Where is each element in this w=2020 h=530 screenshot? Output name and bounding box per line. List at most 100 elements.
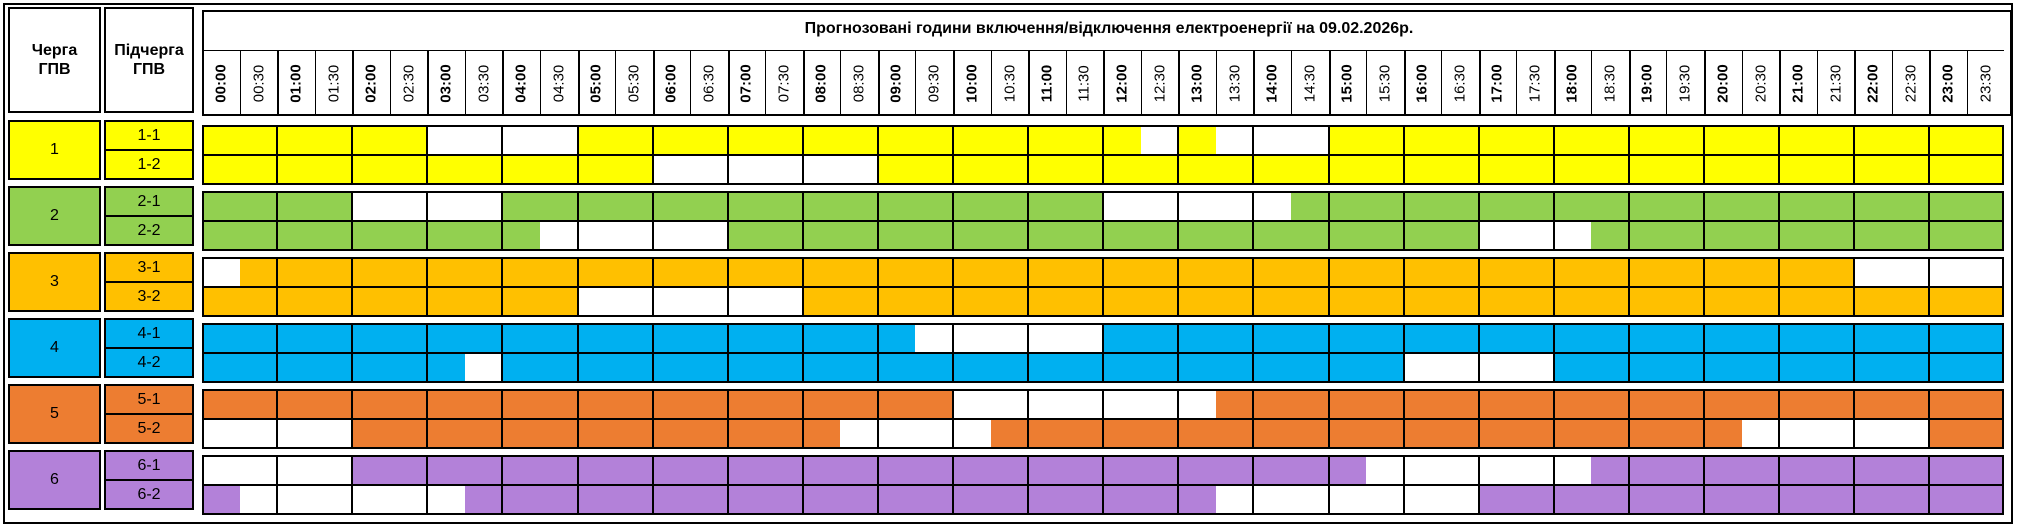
slot-cell — [953, 485, 991, 514]
time-label-0500: 05:00 — [587, 63, 605, 103]
time-label-0900: 09:00 — [888, 63, 906, 103]
slot-cell — [802, 324, 841, 353]
slot-cell — [802, 419, 841, 448]
slot-cell — [1215, 258, 1254, 287]
slot-cell — [840, 485, 878, 514]
slot-cell — [502, 456, 540, 485]
slot-cell — [1516, 456, 1554, 485]
header-col-line — [427, 50, 430, 116]
slot-cell — [1553, 485, 1592, 514]
slot-cell — [1366, 287, 1404, 316]
header-col-line — [1741, 50, 1743, 116]
slot-cell — [1816, 192, 1855, 221]
slot-cell — [615, 390, 653, 419]
slot-cell — [1741, 324, 1780, 353]
slot-cell — [990, 126, 1029, 155]
slot-cell — [1704, 287, 1742, 316]
slot-cell — [1854, 485, 1892, 514]
slot-cell — [915, 221, 953, 250]
header-col-line — [1478, 50, 1481, 116]
slot-cell — [1966, 353, 2005, 382]
slot-cell — [1366, 258, 1404, 287]
slot-cell — [1328, 353, 1367, 382]
slot-cell — [1178, 192, 1216, 221]
slot-cell — [1178, 390, 1216, 419]
slot-cell — [1966, 155, 2005, 184]
slot-cell — [389, 324, 428, 353]
slot-cell — [877, 155, 916, 184]
slot-cell — [1553, 221, 1592, 250]
slot-cell — [1290, 419, 1329, 448]
slot-cell — [464, 258, 503, 287]
slot-cell — [1966, 258, 2005, 287]
slot-cell — [1779, 419, 1817, 448]
slot-cell — [1140, 221, 1179, 250]
slot-cell — [1253, 324, 1291, 353]
slot-cell — [539, 192, 578, 221]
slot-cell — [1441, 258, 1479, 287]
slot-cell — [464, 221, 503, 250]
slot-cell — [765, 353, 803, 382]
slot-cell — [389, 353, 428, 382]
header-col-line — [389, 50, 391, 116]
slot-cell — [1328, 456, 1367, 485]
slot-cell — [1553, 324, 1592, 353]
slot-cell — [1741, 155, 1780, 184]
header-col-line — [1929, 50, 1932, 116]
slot-cell — [1441, 287, 1479, 316]
header-col-line — [1704, 50, 1706, 116]
time-label-2330: 23:30 — [1977, 64, 1995, 102]
header-col-line — [1140, 50, 1142, 116]
slot-cell — [1704, 353, 1742, 382]
header-col-line — [1591, 50, 1593, 116]
slot-cell — [1929, 221, 1967, 250]
slot-cell — [1779, 390, 1817, 419]
header-col-line — [877, 50, 880, 116]
slot-cell — [1816, 353, 1855, 382]
slot-cell — [953, 390, 991, 419]
time-label-0000: 00:00 — [212, 63, 230, 103]
slot-cell — [1028, 258, 1066, 287]
slot-cell — [877, 390, 916, 419]
slot-cell — [277, 456, 315, 485]
slot-cell — [1666, 192, 1704, 221]
slot-cell — [877, 324, 916, 353]
slot-cell — [1403, 353, 1442, 382]
slot-cell — [1666, 221, 1704, 250]
slot-cell — [953, 419, 991, 448]
slot-cell — [1854, 324, 1892, 353]
slot-cell — [352, 287, 390, 316]
slot-cell — [1854, 126, 1892, 155]
slot-cell — [877, 353, 916, 382]
slot-cell — [840, 221, 878, 250]
slot-cell — [389, 419, 428, 448]
slot-cell — [1516, 390, 1554, 419]
slot-cell — [1779, 456, 1817, 485]
slot-cell — [1666, 155, 1704, 184]
slot-cell — [1591, 221, 1629, 250]
slot-cell — [277, 192, 315, 221]
slot-cell — [464, 485, 503, 514]
slot-cell — [727, 192, 766, 221]
slot-cell — [690, 287, 728, 316]
slot-cell — [1516, 192, 1554, 221]
slot-cell — [1328, 390, 1367, 419]
slot-cell — [352, 324, 390, 353]
slot-cell — [314, 258, 353, 287]
slot-cell — [1028, 485, 1066, 514]
slot-cell — [239, 192, 278, 221]
slot-cell — [1704, 192, 1742, 221]
schedule-grid: Прогнозовані години включення/відключенн… — [202, 10, 2012, 520]
header-col-line — [1553, 50, 1556, 116]
slot-cell — [1966, 390, 2005, 419]
slot-cell — [1215, 353, 1254, 382]
group-cell-1: 1 — [8, 120, 101, 180]
slot-cell — [1891, 287, 1930, 316]
slot-cell — [1441, 221, 1479, 250]
slot-cell — [652, 221, 691, 250]
slot-cell — [502, 419, 540, 448]
slot-cell — [1178, 485, 1216, 514]
slot-cell — [1028, 287, 1066, 316]
slot-cell — [314, 419, 353, 448]
header-col-line — [1215, 50, 1217, 116]
